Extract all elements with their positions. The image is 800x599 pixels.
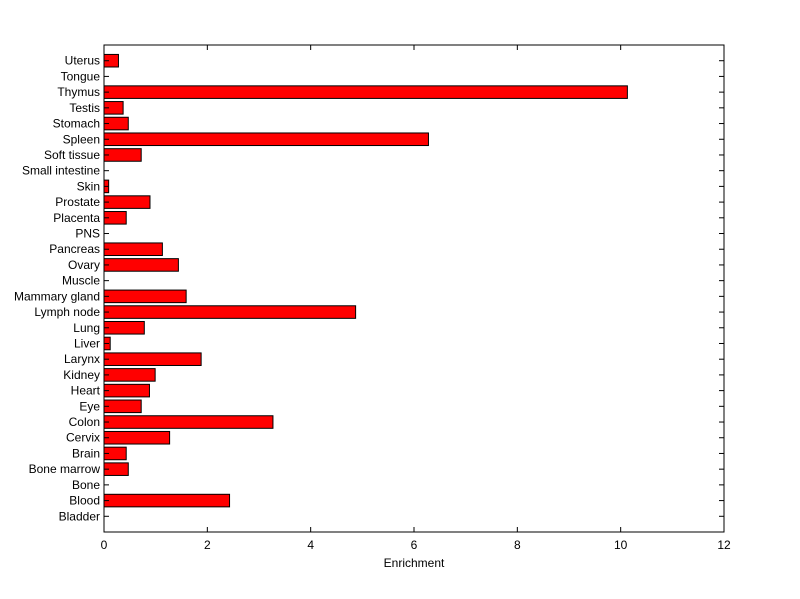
y-tick-label: Prostate bbox=[55, 195, 100, 209]
plot-frame bbox=[103, 44, 725, 533]
x-ticks-layer: 0 2 4 6 8 10 12 bbox=[101, 45, 731, 552]
y-tick-label: Brain bbox=[72, 446, 100, 460]
bar-thymus bbox=[103, 85, 628, 99]
bar-larynx bbox=[103, 352, 202, 366]
bar-prostate bbox=[103, 195, 151, 209]
y-tick-label: Larynx bbox=[64, 352, 100, 366]
x-tick-label: 6 bbox=[411, 538, 418, 552]
y-tick-label: Pancreas bbox=[49, 242, 100, 256]
y-tick-label: Soft tissue bbox=[44, 148, 100, 162]
y-tick-label: Stomach bbox=[53, 117, 100, 131]
bar-colon bbox=[103, 415, 274, 429]
y-tick-label: Placenta bbox=[53, 211, 100, 225]
bar-pancreas bbox=[103, 242, 163, 257]
x-axis-label: Enrichment bbox=[384, 556, 445, 570]
bar-mammary-gland bbox=[103, 289, 187, 304]
y-tick-label: Testis bbox=[69, 101, 100, 115]
x-tick-label: 8 bbox=[514, 538, 521, 552]
y-tick-label: Eye bbox=[79, 399, 100, 413]
bar-spleen bbox=[103, 132, 429, 147]
bar-blood bbox=[103, 493, 231, 508]
y-tick-label: Blood bbox=[69, 494, 100, 508]
y-tick-label: Cervix bbox=[66, 431, 100, 445]
y-tick-label: Thymus bbox=[57, 85, 100, 99]
x-tick-label: 10 bbox=[614, 538, 628, 552]
bar-eye bbox=[103, 399, 142, 414]
y-tick-label: Lymph node bbox=[34, 305, 100, 319]
y-tick-label: Tongue bbox=[61, 69, 101, 83]
x-tick-label: 4 bbox=[307, 538, 314, 552]
bar-cervix bbox=[103, 430, 171, 445]
bar-lymph-node bbox=[103, 305, 357, 319]
x-tick-label: 12 bbox=[717, 538, 731, 552]
y-tick-label: Lung bbox=[73, 321, 100, 335]
y-tick-label: Mammary gland bbox=[14, 289, 100, 303]
y-tick-label: Spleen bbox=[63, 132, 100, 146]
y-tick-label: Bone marrow bbox=[29, 462, 101, 476]
x-tick-label: 0 bbox=[101, 538, 108, 552]
bar-kidney bbox=[103, 368, 156, 382]
y-tick-label: Heart bbox=[71, 384, 101, 398]
y-tick-label: Colon bbox=[69, 415, 100, 429]
y-tick-label: PNS bbox=[75, 227, 100, 241]
y-tick-label: Bone bbox=[72, 478, 100, 492]
y-tick-label: Muscle bbox=[62, 274, 100, 288]
y-tick-label: Ovary bbox=[68, 258, 100, 272]
y-tick-label: Small intestine bbox=[22, 164, 100, 178]
bar-ovary bbox=[103, 258, 179, 272]
x-tick-label: 2 bbox=[204, 538, 211, 552]
bar-lung bbox=[103, 320, 145, 335]
y-tick-label: Skin bbox=[77, 179, 100, 193]
y-tick-label: Kidney bbox=[63, 368, 100, 382]
y-tick-label: Bladder bbox=[59, 509, 100, 523]
bar-soft-tissue bbox=[103, 148, 142, 162]
plot-background bbox=[104, 45, 724, 532]
bar-heart bbox=[103, 383, 150, 398]
y-tick-label: Uterus bbox=[65, 54, 100, 68]
y-tick-label: Liver bbox=[74, 336, 100, 350]
